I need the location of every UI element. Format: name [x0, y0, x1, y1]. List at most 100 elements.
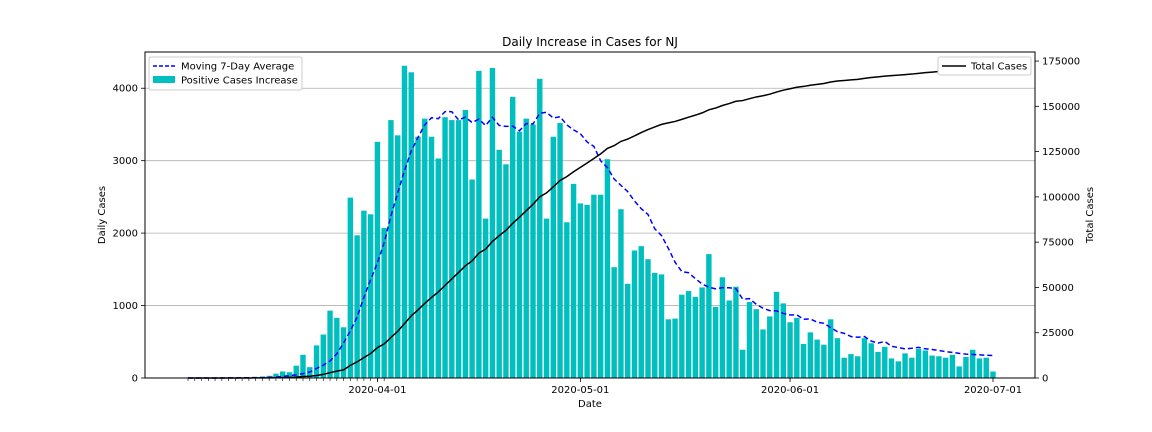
bar [753, 309, 759, 378]
bar [740, 349, 746, 378]
bar [367, 214, 374, 378]
bar [692, 296, 699, 378]
axes: 0 1000 2000 3000 4000 0 25000 50000 75000 100000 1… [113, 57, 1081, 396]
bar [347, 197, 354, 378]
bar [990, 371, 996, 378]
y2-tick-label: 75000 [1042, 238, 1074, 249]
bar [821, 344, 827, 378]
bar [726, 300, 732, 378]
bar [672, 318, 678, 378]
bar [834, 338, 841, 378]
bar [374, 141, 381, 378]
x-tick-label: 2020-04-01 [348, 385, 406, 396]
y-tick-label: 4000 [113, 84, 138, 95]
legend-average-label: Moving 7-Day Average [181, 62, 294, 73]
bar [415, 136, 421, 378]
bar [915, 349, 922, 378]
bar [949, 354, 956, 378]
bar [455, 120, 462, 378]
y-tick-label: 3000 [113, 156, 138, 167]
total-cases-line [188, 67, 994, 379]
bar [712, 307, 719, 378]
bar [320, 334, 326, 378]
bar [841, 357, 847, 378]
y-tick-label: 1000 [113, 301, 138, 312]
bar [442, 117, 448, 378]
bar [767, 316, 773, 378]
bar [327, 310, 333, 378]
bar [597, 194, 604, 378]
bar [449, 120, 455, 378]
bar [428, 136, 435, 378]
chart-title: Daily Increase in Cases for NJ [502, 35, 678, 49]
bar [293, 365, 299, 378]
bar [956, 366, 962, 378]
bar [340, 327, 347, 378]
bar [963, 356, 969, 378]
plot-frame [144, 51, 1036, 379]
bar [361, 210, 367, 378]
bar [888, 358, 895, 378]
legend-bars-swatch [153, 76, 175, 83]
bar [388, 120, 394, 378]
bar [902, 353, 908, 378]
bar [334, 317, 340, 378]
bar [814, 339, 820, 378]
bar [685, 291, 692, 378]
legend-left: Moving 7-Day Average Positive Cases Incr… [148, 56, 303, 91]
legend-total-label: Total Cases [970, 62, 1027, 73]
bar [719, 277, 726, 378]
bar [496, 149, 502, 378]
bar [787, 322, 793, 378]
x-tick-label: 2020-05-01 [551, 385, 609, 396]
legend-bars-label: Positive Cases Increase [181, 76, 298, 87]
legend-right: Total Cases [937, 56, 1032, 76]
legend-left-frame [148, 56, 303, 91]
bar [733, 286, 739, 378]
y2-tick-label: 125000 [1042, 147, 1080, 158]
bar [895, 361, 901, 378]
y2-tick-label: 25000 [1042, 328, 1074, 339]
bar [401, 65, 408, 379]
bar [503, 164, 509, 378]
bar [435, 158, 441, 378]
y-tick-label: 0 [132, 374, 138, 385]
bar [652, 272, 658, 378]
y-tick-label: 2000 [113, 229, 138, 240]
x-tick-label: 2020-06-01 [761, 385, 819, 396]
y2-tick-label: 150000 [1042, 102, 1080, 113]
bar [273, 373, 279, 378]
bar [645, 259, 651, 378]
bar [476, 70, 482, 378]
bar [827, 319, 834, 378]
bar [638, 246, 644, 378]
bar [469, 179, 475, 378]
bar [530, 124, 536, 378]
y2-tick-label: 50000 [1042, 283, 1074, 294]
bar [882, 346, 888, 378]
bar [631, 250, 638, 378]
bar [625, 283, 631, 378]
line-series [188, 67, 994, 379]
bar [855, 356, 861, 378]
bar [970, 349, 976, 378]
bar [983, 357, 989, 378]
bar [408, 72, 414, 378]
bar [381, 228, 387, 378]
bar [618, 209, 624, 378]
bar [848, 354, 854, 378]
bar [665, 319, 671, 378]
bar [543, 218, 550, 378]
bar [936, 356, 942, 378]
bar [577, 203, 584, 378]
bar [658, 274, 665, 378]
bar [313, 345, 320, 378]
gridlines [145, 87, 1035, 306]
bar [537, 78, 543, 378]
y2-tick-label: 175000 [1042, 57, 1080, 68]
bar [861, 338, 868, 378]
bar [807, 332, 814, 378]
bar [395, 135, 401, 378]
bar [604, 159, 611, 378]
